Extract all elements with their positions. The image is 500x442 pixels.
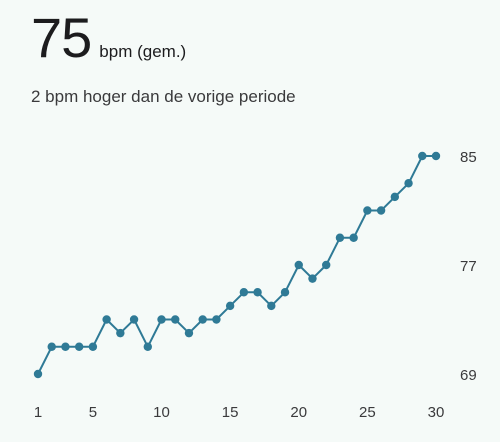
x-tick-label: 20 [290,404,307,421]
data-point-day-12[interactable] [184,328,194,338]
y-tick-label: 85 [460,149,477,166]
x-tick-label: 5 [89,404,97,421]
summary-header: 75 bpm (gem.) [31,10,186,66]
data-point-day-3[interactable] [61,342,70,351]
data-point-day-26[interactable] [376,206,386,215]
data-point-day-19[interactable] [280,288,290,297]
data-point-day-20[interactable] [294,260,303,270]
data-point-day-30[interactable] [431,151,441,161]
data-point-day-2[interactable] [47,342,56,351]
x-tick-label: 15 [222,404,239,421]
data-point-day-4[interactable] [74,342,84,351]
data-point-day-5[interactable] [88,342,98,351]
data-point-day-7[interactable] [116,328,125,338]
data-point-day-18[interactable] [267,301,276,311]
data-point-day-25[interactable] [363,206,372,215]
comparison-text: 2 bpm hoger dan de vorige periode [31,87,296,106]
y-tick-label: 69 [460,367,477,384]
data-point-day-13[interactable] [198,315,207,324]
data-point-day-28[interactable] [404,179,413,188]
x-tick-label: 10 [153,404,170,421]
x-tick-label: 1 [34,404,42,421]
data-point-day-16[interactable] [239,288,249,297]
data-point-day-9[interactable] [143,342,152,351]
data-point-day-24[interactable] [349,233,358,242]
data-point-day-15[interactable] [225,301,235,311]
x-tick-label: 30 [428,404,445,421]
heart-rate-line [37,155,436,375]
data-point-day-11[interactable] [171,315,180,324]
average-unit: bpm (gem.) [99,42,187,61]
x-tick-label: 25 [359,404,376,421]
y-tick-label: 77 [460,258,477,275]
data-point-day-8[interactable] [129,315,139,324]
data-point-day-1[interactable] [33,369,43,379]
data-point-day-6[interactable] [102,315,111,324]
data-point-day-27[interactable] [390,192,400,202]
data-point-day-10[interactable] [157,315,166,324]
data-point-day-14[interactable] [212,315,221,324]
data-point-day-23[interactable] [335,233,345,242]
data-point-day-21[interactable] [308,274,317,283]
data-point-day-29[interactable] [418,151,427,161]
data-point-day-17[interactable] [253,288,262,297]
data-point-day-22[interactable] [322,260,331,270]
average-value: 75 [31,6,92,69]
